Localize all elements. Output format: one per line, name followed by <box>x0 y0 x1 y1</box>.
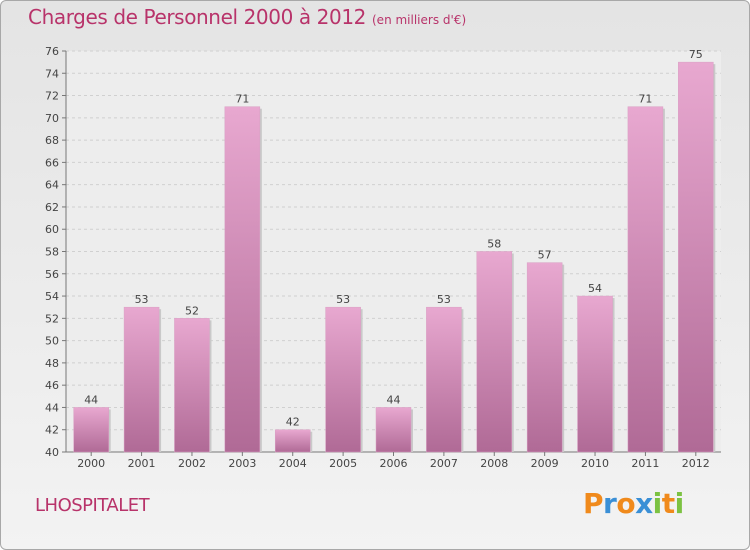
x-tick-label-2002: 2002 <box>178 457 206 470</box>
data-label-2012: 75 <box>689 48 703 61</box>
y-tick-label: 48 <box>45 357 59 370</box>
x-tick-label-2000: 2000 <box>77 457 105 470</box>
data-label-2004: 42 <box>286 416 300 429</box>
data-label-2003: 71 <box>235 93 249 106</box>
data-label-2007: 53 <box>437 293 451 306</box>
data-label-2008: 58 <box>487 238 501 251</box>
y-tick-label: 64 <box>45 179 59 192</box>
data-label-2010: 54 <box>588 282 602 295</box>
bar-2000 <box>73 407 109 453</box>
x-tick-label-2012: 2012 <box>682 457 710 470</box>
proxiti-letter: t <box>661 487 675 520</box>
proxiti-letter: i <box>652 487 663 520</box>
bar-2012 <box>678 61 714 453</box>
bar-2003 <box>224 106 261 453</box>
commune-name: LHOSPITALET <box>35 495 150 516</box>
y-tick-label: 56 <box>45 268 59 281</box>
proxiti-letter: r <box>603 487 617 520</box>
proxiti-letter: x <box>635 487 653 520</box>
y-tick-label: 58 <box>45 246 59 259</box>
x-tick-label-2004: 2004 <box>279 457 307 470</box>
data-label-2006: 44 <box>387 393 401 406</box>
y-tick-label: 76 <box>45 45 59 58</box>
y-tick-label: 42 <box>45 424 59 437</box>
data-label-2002: 52 <box>185 304 199 317</box>
y-tick-label: 46 <box>45 379 59 392</box>
bar-2002 <box>174 318 210 453</box>
chart-title: Charges de Personnel 2000 à 2012 <box>28 5 366 29</box>
y-tick-label: 66 <box>45 156 59 169</box>
bar-2008 <box>476 251 513 453</box>
bar-2011 <box>627 106 664 453</box>
y-tick-label: 40 <box>45 446 59 459</box>
x-tick-label-2007: 2007 <box>430 457 458 470</box>
y-tick-label: 54 <box>45 290 59 303</box>
data-label-2000: 44 <box>84 393 98 406</box>
y-tick-label: 70 <box>45 112 59 125</box>
bar-2005 <box>325 306 361 453</box>
bar-2010 <box>577 295 613 453</box>
x-tick-label-2005: 2005 <box>329 457 357 470</box>
y-tick-label: 72 <box>45 90 59 103</box>
data-label-2005: 53 <box>336 293 350 306</box>
bar-2006 <box>375 407 412 453</box>
y-tick-label: 74 <box>45 67 59 80</box>
y-tick-label: 44 <box>45 401 59 414</box>
x-tick-label-2008: 2008 <box>480 457 508 470</box>
bar-2007 <box>426 306 462 453</box>
x-tick-label-2006: 2006 <box>380 457 408 470</box>
x-tick-label-2009: 2009 <box>531 457 559 470</box>
y-tick-label: 52 <box>45 312 59 325</box>
bar-2001 <box>123 306 160 453</box>
y-tick-label: 68 <box>45 134 59 147</box>
x-tick-label-2003: 2003 <box>228 457 256 470</box>
x-tick-label-2011: 2011 <box>631 457 659 470</box>
data-label-2001: 53 <box>135 293 149 306</box>
bar-2009 <box>526 262 563 453</box>
chart-subtitle: (en milliers d'€) <box>372 13 467 27</box>
y-tick-label: 62 <box>45 201 59 214</box>
y-tick-label: 60 <box>45 223 59 236</box>
proxiti-letter: i <box>674 487 685 520</box>
x-tick-label-2001: 2001 <box>128 457 156 470</box>
x-tick-label-2010: 2010 <box>581 457 609 470</box>
data-label-2011: 71 <box>638 93 652 106</box>
bar-2004 <box>274 429 311 453</box>
y-tick-label: 50 <box>45 335 59 348</box>
proxiti-logo[interactable]: Proxiti <box>583 487 684 520</box>
proxiti-letter: o <box>616 487 636 520</box>
data-label-2009: 57 <box>538 249 552 262</box>
proxiti-letter: P <box>583 487 604 520</box>
